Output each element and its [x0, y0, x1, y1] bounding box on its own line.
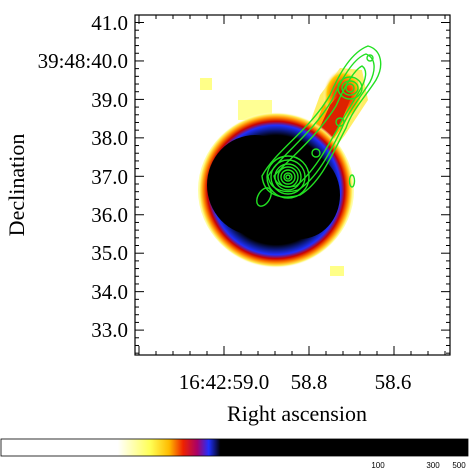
y-tick-label: 39.0	[91, 88, 128, 112]
x-tick-label: 58.8	[291, 370, 328, 394]
y-tick-label: 41.0	[91, 11, 128, 35]
colorbar-tick-labels: 100 300 500	[371, 461, 466, 470]
plot-frame	[134, 14, 451, 356]
y-tick-label: 33.0	[91, 318, 128, 342]
colorbar-tick-label: 300	[426, 461, 440, 470]
y-tick-labels: 41.0 39:48:40.0 39.0 38.0 37.0 36.0 35.0…	[38, 11, 128, 342]
radio-contours	[256, 45, 382, 207]
x-tick-label: 58.6	[375, 370, 412, 394]
y-tick-label: 38.0	[91, 126, 128, 150]
colorbar	[0, 438, 469, 457]
y-tick-label: 35.0	[91, 241, 128, 265]
x-tick-labels: 16:42:59.0 58.8 58.6	[179, 370, 412, 394]
colorbar-ticks	[377, 452, 457, 456]
axis-ticks	[135, 15, 450, 355]
y-tick-label: 37.0	[91, 165, 128, 189]
y-axis-title: Declination	[4, 134, 29, 237]
y-tick-label: 34.0	[91, 280, 128, 304]
x-tick-label: 16:42:59.0	[179, 370, 269, 394]
y-tick-label: 36.0	[91, 203, 128, 227]
colorbar-tick-label: 100	[371, 461, 385, 470]
colorbar-tick-label: 500	[452, 461, 466, 470]
x-axis-title: Right ascension	[227, 401, 367, 426]
y-tick-label: 39:48:40.0	[38, 49, 128, 73]
